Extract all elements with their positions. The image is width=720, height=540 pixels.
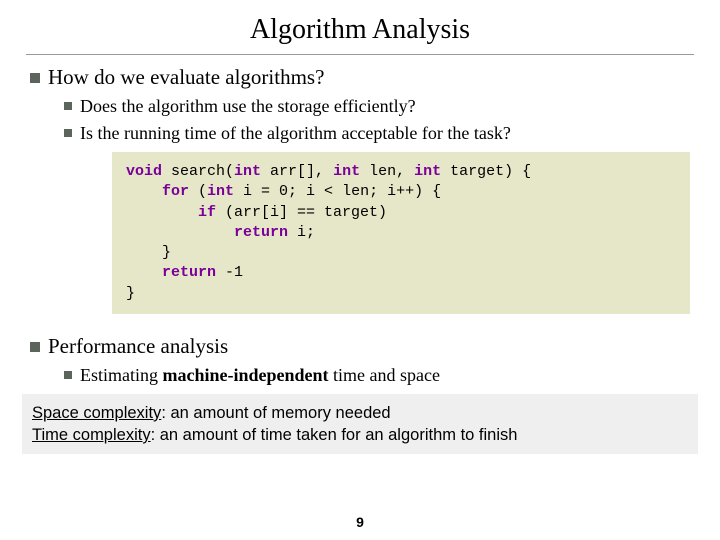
code-text: (arr[i] == target) [216,204,387,221]
code-block: void search(int arr[], int len, int targ… [112,152,690,314]
code-text: i; [288,224,315,241]
square-bullet-icon [30,342,40,352]
code-kw: return [126,224,288,241]
code-kw: if [126,204,216,221]
square-bullet-icon [64,102,72,110]
space-term: Space complexity [32,404,161,422]
time-term: Time complexity [32,426,151,444]
bullet-text-pre: Estimating [80,365,163,385]
square-bullet-icon [64,129,72,137]
complexity-box: Space complexity: an amount of memory ne… [22,394,698,455]
code-type: int [333,163,360,180]
code-kw: return [126,264,216,281]
space-def: : an amount of memory needed [161,404,390,422]
bullet-text-bold: machine-independent [163,365,329,385]
bullet-running-time: Is the running time of the algorithm acc… [64,123,720,144]
bullet-how-evaluate: How do we evaluate algorithms? [30,65,720,90]
bullet-text: Performance analysis [48,334,228,358]
code-text: } [126,244,171,261]
code-text: arr[], [261,163,333,180]
code-kw: for [126,183,189,200]
bullet-text: Does the algorithm use the storage effic… [80,96,416,116]
time-def: : an amount of time taken for an algorit… [151,426,518,444]
code-text: len, [360,163,414,180]
code-text: ( [189,183,207,200]
page-number: 9 [0,514,720,530]
bullet-text-post: time and space [329,365,440,385]
square-bullet-icon [64,371,72,379]
bullet-performance: Performance analysis [30,334,720,359]
slide-title: Algorithm Analysis [0,0,720,54]
code-text: i = 0; i < len; i++) { [234,183,441,200]
code-text: } [126,285,135,302]
bullet-estimating: Estimating machine-independent time and … [64,365,720,386]
code-text: target) { [441,163,531,180]
space-complexity-line: Space complexity: an amount of memory ne… [32,402,688,424]
code-type: int [234,163,261,180]
bullet-storage: Does the algorithm use the storage effic… [64,96,720,117]
code-type: int [207,183,234,200]
time-complexity-line: Time complexity: an amount of time taken… [32,424,688,446]
bullet-text: Is the running time of the algorithm acc… [80,123,511,143]
bullet-text: How do we evaluate algorithms? [48,65,324,89]
title-rule [26,54,694,55]
code-text: search( [162,163,234,180]
code-kw: void [126,163,162,180]
code-type: int [414,163,441,180]
square-bullet-icon [30,73,40,83]
code-text: -1 [216,264,243,281]
